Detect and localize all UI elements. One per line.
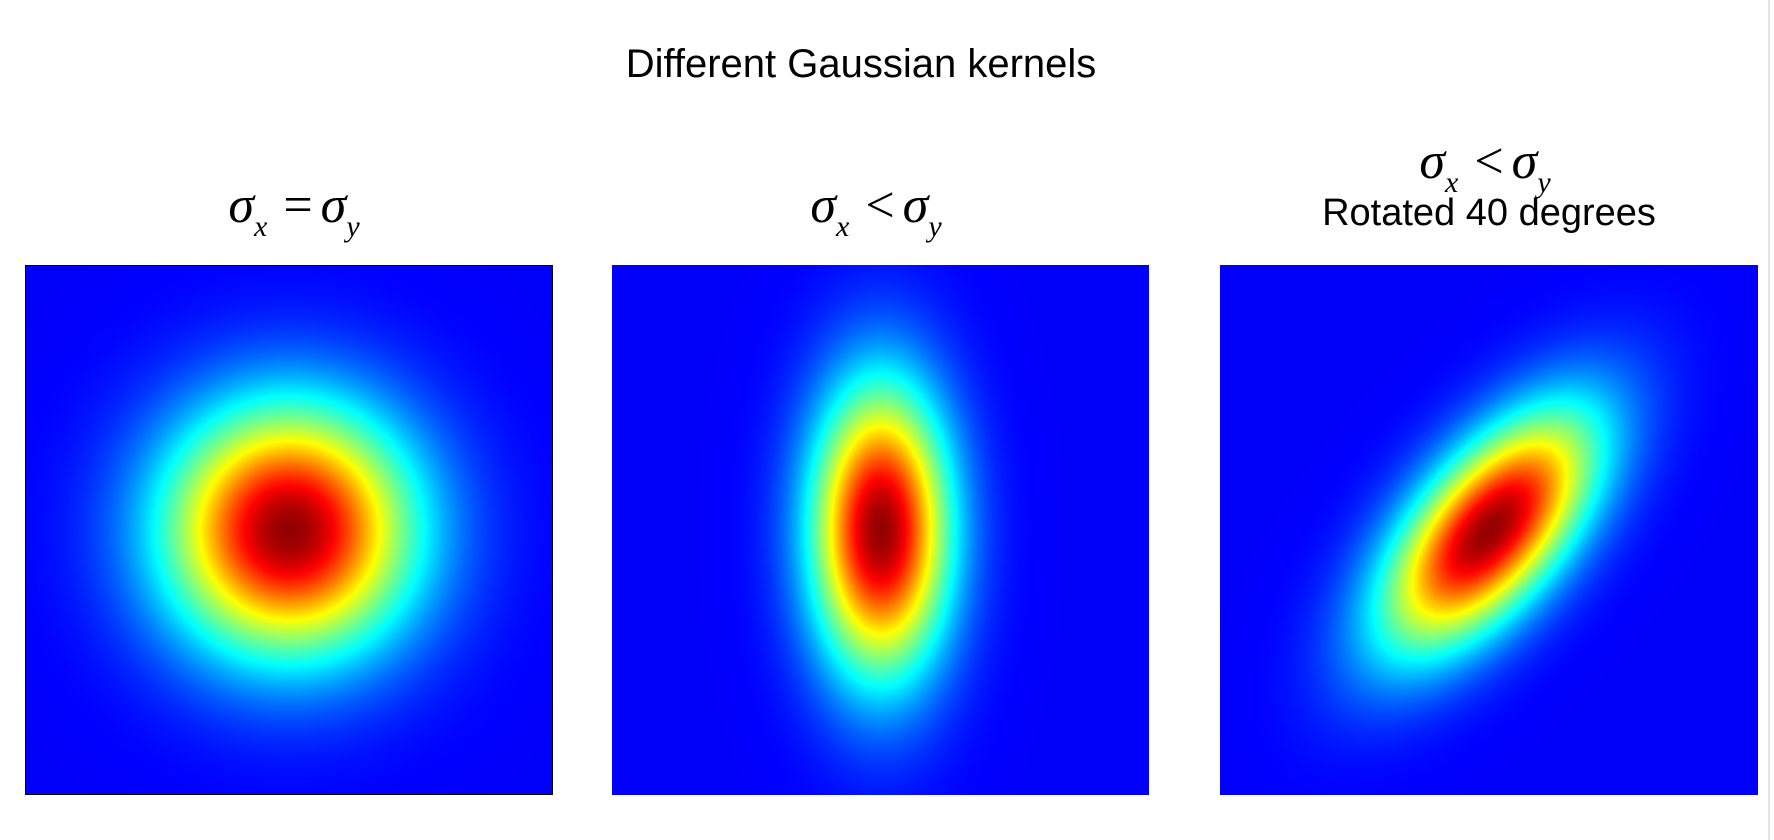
subscript-y: y [1537, 166, 1551, 199]
relation-symbol: < [1474, 133, 1504, 190]
subscript-x: x [1445, 166, 1459, 199]
panel-1-label: σx = σy [22, 177, 574, 242]
panel-3-label: σx < σy Rotated 40 degrees [1220, 136, 1758, 236]
subscript-y: y [928, 210, 942, 243]
sigma-symbol: σ [1511, 133, 1538, 190]
sigma-symbol: σ [810, 177, 836, 234]
sigma-symbol: σ [228, 177, 254, 234]
gaussian-kernel-isotropic [25, 265, 553, 795]
relation-symbol: < [865, 177, 895, 234]
relation-symbol: = [283, 177, 313, 234]
gaussian-kernel-elongated [612, 265, 1149, 795]
subscript-y: y [346, 210, 360, 243]
sigma-symbol: σ [1419, 133, 1445, 190]
subscript-x: x [254, 210, 268, 243]
page-edge-divider [1768, 0, 1770, 840]
sigma-symbol: σ [902, 177, 929, 234]
panel-2-label: σx < σy [612, 177, 1148, 242]
gaussian-kernel-rotated [1220, 265, 1758, 795]
slide-title: Different Gaussian kernels [625, 42, 1097, 86]
panel-3-caption: Rotated 40 degrees [1322, 192, 1656, 234]
sigma-symbol: σ [320, 177, 347, 234]
subscript-x: x [836, 210, 850, 243]
panel-3-math: σx < σy [1220, 133, 1758, 198]
